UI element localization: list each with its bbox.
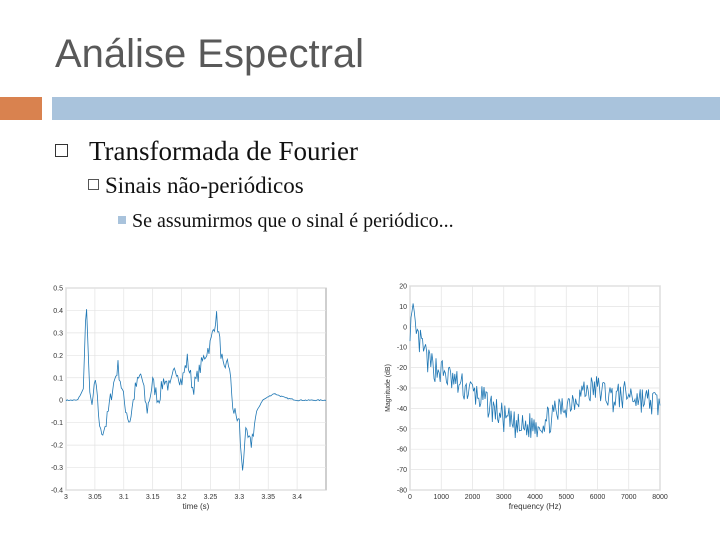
y-tick-label: -0.4 xyxy=(51,488,63,495)
x-tick-label: 3.35 xyxy=(261,494,275,501)
signal-line xyxy=(409,303,661,439)
plot-area xyxy=(65,287,327,491)
filled-square-bullet-icon xyxy=(118,216,126,225)
y-tick-label: -40 xyxy=(397,406,407,413)
y-tick-label: -0.1 xyxy=(51,420,63,427)
x-tick-label: 2000 xyxy=(465,494,481,501)
x-tick-label: 3.15 xyxy=(146,494,160,501)
y-tick-label: 0.5 xyxy=(53,286,63,293)
x-tick-label: 3.3 xyxy=(234,494,244,501)
y-tick-label: 20 xyxy=(399,284,407,291)
y-tick-label: -0.3 xyxy=(51,465,63,472)
y-tick-label: -70 xyxy=(397,467,407,474)
signal-line xyxy=(65,309,327,471)
y-tick-label: 0.3 xyxy=(53,330,63,337)
bullet-level-1-text: Transformada de Fourier xyxy=(89,136,358,166)
bullet-level-1: Transformada de Fourier xyxy=(55,136,358,167)
y-tick-label: 0 xyxy=(403,324,407,331)
y-axis-label: Magnitude (dB) xyxy=(385,364,392,412)
x-tick-label: 3.25 xyxy=(204,494,218,501)
slide-title: Análise Espectral xyxy=(55,32,365,76)
x-tick-label: 3000 xyxy=(496,494,512,501)
y-tick-label: -0.2 xyxy=(51,443,63,450)
frequency-spectrum-chart: 0 1000 2000 3000 4000 5000 6000 7000 8000 20 10 0 -1… xyxy=(385,284,668,512)
bullet-level-3: Se assumirmos que o sinal é periódico... xyxy=(118,210,454,233)
bullet-level-2-text: Sinais não-periódicos xyxy=(105,173,304,198)
y-tick-label: 0.4 xyxy=(53,308,63,315)
x-tick-label: 3.1 xyxy=(119,494,129,501)
accent-bar-orange xyxy=(0,97,42,120)
accent-bar-blue xyxy=(52,97,720,120)
y-tick-label: -80 xyxy=(397,488,407,495)
x-tick-label: 5000 xyxy=(558,494,574,501)
y-tick-label: -50 xyxy=(397,426,407,433)
x-tick-label: 4000 xyxy=(527,494,543,501)
x-tick-label: 8000 xyxy=(652,494,668,501)
x-tick-label: 0 xyxy=(408,494,412,501)
x-axis-label: frequency (Hz) xyxy=(509,502,562,511)
x-tick-label: 3 xyxy=(64,494,68,501)
hollow-square-bullet-icon xyxy=(55,144,68,158)
y-tick-label: 0.2 xyxy=(53,353,63,360)
y-tick-label: -10 xyxy=(397,345,407,352)
x-tick-label: 6000 xyxy=(590,494,606,501)
y-tick-label: -30 xyxy=(397,386,407,393)
y-tick-label: -60 xyxy=(397,447,407,454)
x-tick-label: 3.4 xyxy=(292,494,302,501)
bullet-level-2: Sinais não-periódicos xyxy=(88,173,304,199)
bullet-level-3-text: Se assumirmos que o sinal é periódico... xyxy=(132,210,454,232)
x-tick-label: 7000 xyxy=(621,494,637,501)
time-domain-chart: 3 3.05 3.1 3.15 3.2 3.25 3.3 3.35 3.4 0.5 0.4 0.3 0.… xyxy=(51,286,327,511)
hollow-square-bullet-icon xyxy=(88,179,99,191)
y-tick-label: 0.1 xyxy=(53,375,63,382)
x-axis-label: time (s) xyxy=(183,502,210,511)
y-tick-label: 0 xyxy=(59,398,63,405)
y-tick-label: -20 xyxy=(397,365,407,372)
y-tick-label: 10 xyxy=(399,304,407,311)
x-tick-label: 1000 xyxy=(433,494,449,501)
x-tick-label: 3.2 xyxy=(177,494,187,501)
x-tick-label: 3.05 xyxy=(88,494,102,501)
